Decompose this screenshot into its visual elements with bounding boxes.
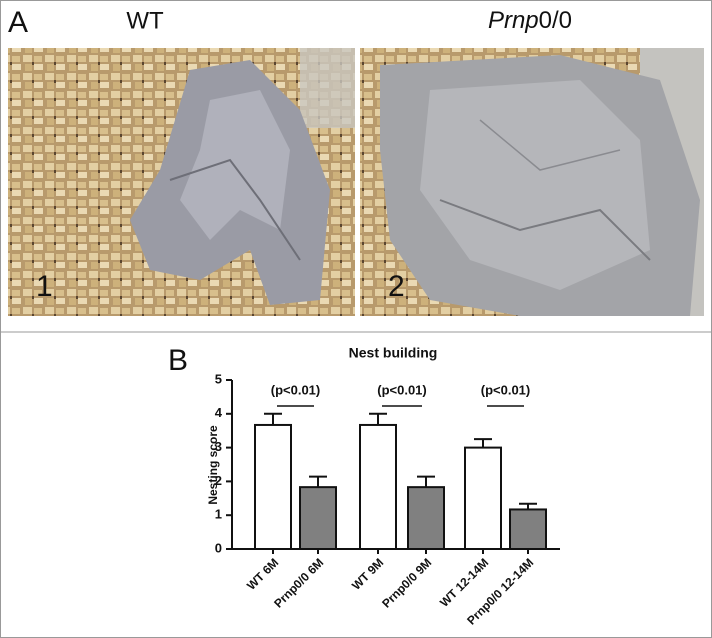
bar: [509, 508, 547, 551]
photo-label: 2: [388, 270, 405, 303]
bar: [407, 486, 445, 550]
photo-label: 1: [36, 270, 53, 303]
bar: [254, 423, 292, 551]
y-tick-label: 5: [215, 371, 222, 386]
bar: [359, 423, 397, 551]
title-rest: 0/0: [539, 7, 572, 34]
y-tick-label: 0: [215, 540, 222, 555]
y-tick-label: 4: [215, 405, 223, 420]
y-tick-label: 1: [215, 507, 222, 522]
photo-wt: [8, 48, 355, 316]
panel-label: B: [168, 344, 188, 377]
annotation: (p<0.01): [271, 382, 321, 397]
panel-label: A: [8, 6, 28, 39]
photo-title: Prnp0/0: [488, 7, 572, 34]
y-axis-label: Nesting score: [206, 425, 220, 505]
photo-prnp: [360, 48, 704, 316]
y-tick-label: 3: [215, 439, 222, 454]
photo-title: WT: [126, 7, 164, 34]
chart-title: Nest building: [349, 345, 438, 361]
annotation: (p<0.01): [377, 382, 427, 397]
bar: [299, 486, 337, 550]
y-tick-label: 2: [215, 473, 222, 488]
annotation: (p<0.01): [481, 382, 531, 397]
title-italic: Prnp: [488, 7, 539, 34]
bar: [464, 446, 502, 551]
